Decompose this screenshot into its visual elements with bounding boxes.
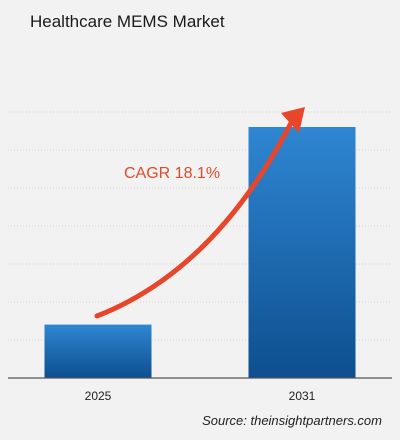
x-tick-labels: 2025 2031: [85, 389, 316, 403]
source-note: Source: theinsightpartners.com: [202, 413, 382, 428]
x-tick-label-2025: 2025: [85, 389, 112, 403]
bar-2025: [44, 324, 152, 378]
x-tick-label-2031: 2031: [289, 389, 316, 403]
cagr-arrow: [94, 107, 305, 319]
cagr-arrow-head: [281, 107, 305, 133]
chart-title: Healthcare MEMS Market: [30, 12, 225, 31]
cagr-annotation: CAGR 18.1%: [124, 165, 220, 182]
gridlines: [8, 111, 392, 341]
cagr-arrow-line: [94, 120, 294, 319]
